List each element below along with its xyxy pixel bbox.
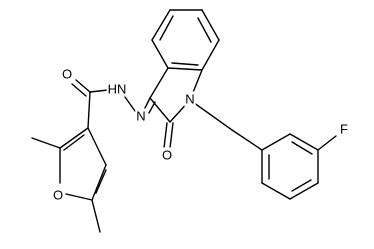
label-backdrop — [160, 147, 174, 163]
atom-label: N — [136, 108, 145, 123]
label-backdrop — [60, 66, 74, 82]
atom-label: HN — [108, 81, 127, 96]
label-backdrop — [184, 91, 196, 107]
bonds — [31, 9, 337, 233]
atom-label: N — [185, 91, 194, 106]
label-backdrop — [339, 121, 350, 137]
label-backdrop — [106, 81, 128, 97]
atom-label: O — [53, 187, 63, 202]
label-backdrop — [51, 187, 65, 203]
atom-label: O — [162, 147, 172, 162]
atom-label: O — [62, 66, 72, 81]
label-backdrop — [135, 108, 147, 124]
atom-label: F — [340, 121, 348, 136]
atom-labels: O HN N N O O F — [51, 66, 350, 203]
